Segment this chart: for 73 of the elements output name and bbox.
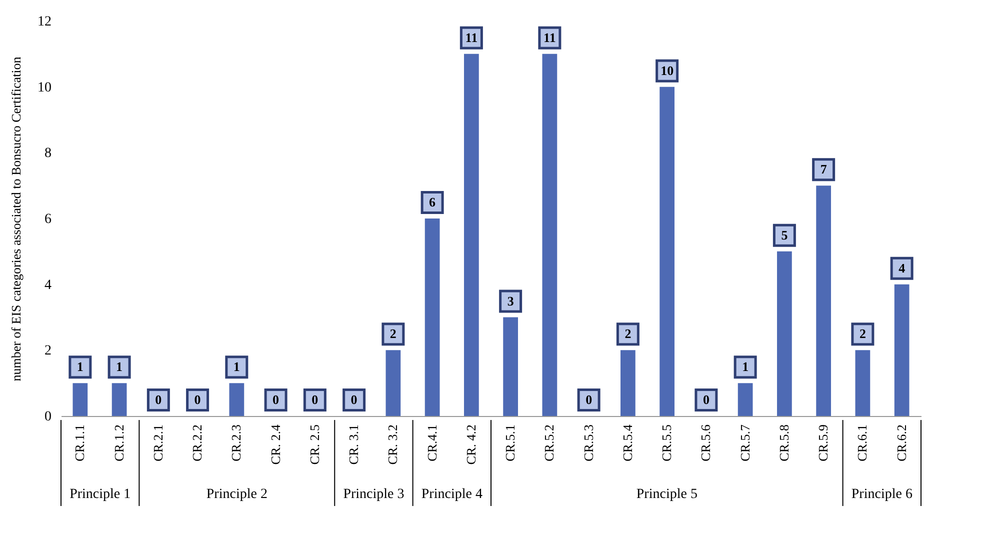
bar bbox=[542, 54, 558, 416]
bar bbox=[72, 383, 88, 416]
data-label: 1 bbox=[742, 359, 749, 374]
data-label: 2 bbox=[859, 326, 866, 342]
bar bbox=[660, 86, 675, 416]
x-tick-label: CR.1.1 bbox=[72, 424, 88, 462]
text: Principle 2 bbox=[206, 487, 268, 502]
data-label: 10 bbox=[660, 62, 674, 78]
data-label: 0 bbox=[350, 392, 358, 407]
y-tick-label: 6 bbox=[44, 212, 52, 227]
y-tick-label: 12 bbox=[38, 14, 52, 30]
x-tick-label: CR.5.7 bbox=[737, 424, 752, 462]
x-tick-label: CR.5.5 bbox=[659, 424, 674, 462]
text: Principle 6 bbox=[851, 487, 912, 502]
data-label: 11 bbox=[465, 30, 478, 45]
data-label: 1 bbox=[116, 359, 123, 374]
x-tick-label: CR. 2.4 bbox=[268, 424, 283, 465]
x-tick-label: CR.5.3 bbox=[580, 424, 596, 462]
text: Principle 4 bbox=[421, 487, 482, 502]
data-label: 1 bbox=[76, 359, 84, 374]
x-tick-label: CR.5.2 bbox=[542, 424, 557, 462]
data-label: 0 bbox=[702, 392, 710, 407]
x-tick-label: CR.2.3 bbox=[228, 424, 244, 462]
data-label: 0 bbox=[586, 392, 592, 407]
y-tick-label: 0 bbox=[44, 410, 52, 424]
bar bbox=[386, 350, 401, 416]
x-tick-label: CR. 2.5 bbox=[306, 424, 322, 465]
bar bbox=[894, 284, 910, 416]
data-label: 6 bbox=[429, 194, 436, 210]
bar bbox=[777, 251, 792, 416]
data-label: 1 bbox=[233, 359, 240, 374]
y-tick-label: 10 bbox=[38, 80, 52, 96]
x-tick-label: CR.6.2 bbox=[894, 424, 909, 462]
x-tick-label: CR.6.1 bbox=[854, 424, 870, 462]
x-tick-label: CR.1.2 bbox=[111, 424, 126, 462]
bar bbox=[112, 383, 127, 416]
data-label: 0 bbox=[312, 392, 318, 407]
bar bbox=[503, 317, 518, 416]
x-tick-label: CR.5.8 bbox=[776, 424, 792, 462]
y-axis-title: number of EIS categories associated to Bonsucro Certification bbox=[8, 56, 24, 382]
bar bbox=[816, 186, 832, 416]
x-tick-label: CR.2.1 bbox=[150, 424, 166, 462]
data-label: 2 bbox=[390, 326, 396, 342]
x-tick-label: CR.5.4 bbox=[620, 424, 635, 462]
bar bbox=[855, 350, 870, 416]
data-label: 3 bbox=[507, 293, 514, 308]
text: Principle 1 bbox=[70, 487, 131, 502]
x-tick-label: CR.5.9 bbox=[816, 424, 831, 462]
data-label: 0 bbox=[194, 392, 201, 407]
x-tick-label: CR. 3.1 bbox=[346, 424, 362, 465]
data-label: 11 bbox=[544, 30, 556, 45]
bar bbox=[229, 383, 244, 416]
data-label: 7 bbox=[820, 162, 828, 177]
x-tick-label: CR.4.1 bbox=[424, 424, 440, 462]
bar bbox=[464, 54, 479, 416]
bar bbox=[738, 383, 753, 416]
y-tick-label: 8 bbox=[44, 146, 52, 162]
data-label: 0 bbox=[272, 392, 280, 407]
text: Principle 5 bbox=[636, 487, 698, 502]
bar bbox=[620, 350, 636, 416]
data-label: 0 bbox=[155, 392, 162, 407]
y-tick-label: 2 bbox=[44, 344, 52, 359]
x-tick-label: CR.2.2 bbox=[190, 424, 205, 462]
x-tick-label: CR. 4.2 bbox=[463, 424, 478, 465]
x-tick-label: CR.5.1 bbox=[502, 424, 518, 462]
x-tick-label: CR.5.6 bbox=[698, 424, 714, 462]
data-label: 5 bbox=[781, 227, 788, 242]
text: Principle 3 bbox=[343, 487, 404, 502]
y-tick-label: 4 bbox=[44, 278, 52, 293]
data-label: 2 bbox=[624, 326, 632, 342]
data-label: 4 bbox=[898, 260, 906, 276]
x-tick-label: CR. 3.2 bbox=[385, 424, 400, 465]
bar bbox=[424, 218, 440, 416]
